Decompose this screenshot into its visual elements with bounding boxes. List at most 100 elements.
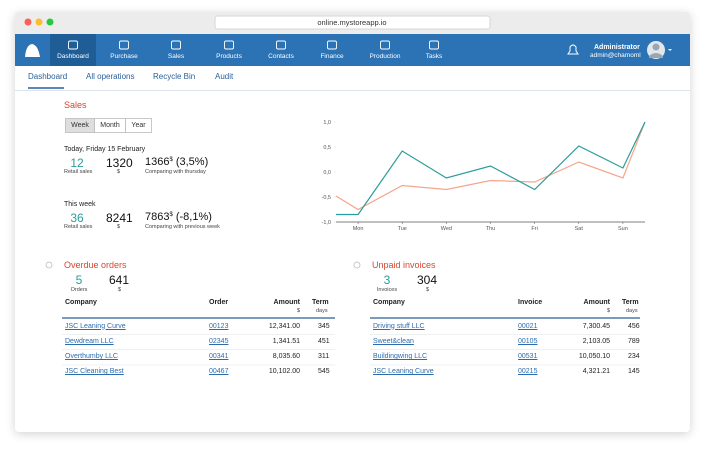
period-label[interactable]: Year bbox=[131, 122, 146, 129]
column-header: Amount bbox=[583, 299, 610, 306]
table-link[interactable]: Overthumby LLC bbox=[65, 353, 118, 361]
table-cell: 7,300.45 bbox=[582, 322, 610, 330]
sub-nav-item[interactable]: Audit bbox=[215, 72, 234, 81]
minimize-button[interactable] bbox=[35, 18, 43, 26]
sub-nav-item[interactable]: Dashboard bbox=[28, 72, 68, 81]
stat-label: Retail sales bbox=[64, 169, 93, 175]
close-button[interactable] bbox=[24, 18, 32, 26]
table-link[interactable]: Dewdream LLC bbox=[65, 337, 114, 345]
nav-bar bbox=[15, 34, 690, 66]
nav-item[interactable]: Sales bbox=[167, 53, 185, 60]
column-header: Amount bbox=[273, 299, 300, 306]
stat-value: 36 bbox=[70, 211, 84, 225]
period-label[interactable]: Month bbox=[100, 122, 120, 129]
line-chart: 1,0 0,5 0,0 -0,5 -1,0 Mon Tue Wed Thu Fri Sat Sun bbox=[322, 120, 646, 232]
nav-item[interactable]: Products bbox=[216, 53, 242, 60]
block-heading: This week bbox=[64, 201, 96, 208]
x-tick-label: Mon bbox=[353, 226, 364, 232]
column-header: Company bbox=[373, 299, 405, 306]
stat-label: Invoices bbox=[376, 287, 398, 293]
nav-item[interactable]: Tasks bbox=[425, 53, 443, 60]
stat-value: 304 bbox=[417, 273, 438, 287]
table-cell: 145 bbox=[628, 368, 640, 376]
zoom-button[interactable] bbox=[46, 18, 54, 26]
window-controls bbox=[24, 15, 491, 30]
compare-value: 1366 bbox=[145, 156, 170, 168]
table-cell: 12,341.00 bbox=[268, 322, 300, 330]
nav-item[interactable]: Dashboard bbox=[57, 53, 89, 60]
avatar-head bbox=[652, 43, 660, 51]
x-tick-label: Sun bbox=[618, 226, 628, 232]
stat-value: 12 bbox=[70, 156, 84, 170]
column-header: Order bbox=[209, 299, 229, 306]
x-tick-label: Thu bbox=[486, 226, 495, 232]
nav-item[interactable]: Contacts bbox=[268, 53, 294, 60]
compare-line: 7863$ (-8,1%) bbox=[145, 212, 212, 223]
table-link[interactable]: 00341 bbox=[209, 353, 229, 361]
stat-value: 641 bbox=[109, 273, 130, 287]
bell-icon[interactable] bbox=[567, 44, 579, 55]
period-label[interactable]: Week bbox=[71, 122, 89, 129]
nav-item[interactable]: Purchase bbox=[110, 53, 138, 60]
avatar-body bbox=[649, 53, 663, 58]
column-unit: days bbox=[316, 308, 328, 314]
url-bar[interactable] bbox=[214, 15, 491, 30]
nav-item[interactable]: Production bbox=[369, 53, 401, 60]
table-link[interactable]: Driving stuff LLC bbox=[373, 322, 425, 330]
user-name: Administrator bbox=[594, 44, 640, 51]
column-header: Term bbox=[622, 299, 639, 306]
compare-label: Comparing with thursday bbox=[145, 169, 206, 175]
y-tick-label: 0,0 bbox=[323, 170, 331, 176]
table-link[interactable]: Buildingwing LLC bbox=[373, 353, 428, 361]
stat-label: $ bbox=[117, 224, 121, 230]
compare-label: Comparing with previous week bbox=[145, 224, 220, 230]
y-tick-label: 0,5 bbox=[323, 145, 331, 151]
stat-value: 1320 bbox=[106, 156, 133, 170]
compare-change: (-8,1%) bbox=[175, 211, 212, 223]
table-cell: 345 bbox=[318, 322, 330, 330]
column-unit: $ bbox=[296, 308, 300, 314]
user-caret[interactable] bbox=[668, 49, 672, 51]
sub-nav-item[interactable]: All operations bbox=[86, 72, 135, 81]
table-link[interactable]: 00531 bbox=[518, 353, 538, 361]
stat-value: 3 bbox=[383, 273, 391, 287]
table-cell: 10,050.10 bbox=[578, 353, 610, 361]
table-link[interactable]: 02345 bbox=[209, 337, 229, 345]
table-cell: 456 bbox=[628, 322, 640, 330]
series-line bbox=[336, 121, 646, 216]
compare-line: 1366$ (3,5%) bbox=[145, 157, 208, 168]
table-link[interactable]: JSC Leaning Curve bbox=[373, 368, 434, 376]
table-link[interactable]: 00021 bbox=[518, 322, 538, 330]
table-link[interactable]: 00105 bbox=[518, 337, 538, 345]
logo bbox=[25, 44, 40, 57]
table-link[interactable]: JSC Leaning Curve bbox=[65, 322, 126, 330]
url: online.mystoreapp.io bbox=[317, 18, 387, 27]
table-cell: 789 bbox=[628, 337, 640, 345]
table-cell: 451 bbox=[318, 337, 330, 345]
section-title: Overdue orders bbox=[64, 260, 127, 270]
nav-item[interactable]: Finance bbox=[320, 53, 344, 60]
y-tick-label: 1,0 bbox=[323, 120, 331, 126]
sub-nav-item[interactable]: Recycle Bin bbox=[153, 72, 196, 81]
column-unit: days bbox=[626, 308, 638, 314]
table-cell: 4,321.21 bbox=[582, 368, 610, 376]
table-cell: 1,341.51 bbox=[272, 337, 300, 345]
stat-label: $ bbox=[426, 287, 430, 293]
stat-value: 5 bbox=[75, 273, 83, 287]
compare-value: 7863 bbox=[145, 211, 170, 223]
table-link[interactable]: 00123 bbox=[209, 322, 229, 330]
table-link[interactable]: JSC Cleaning Best bbox=[65, 368, 124, 376]
y-tick-label: -0,5 bbox=[322, 195, 331, 201]
table-cell: 545 bbox=[318, 368, 330, 376]
section-title: Unpaid invoices bbox=[372, 260, 436, 270]
series-line bbox=[335, 121, 646, 211]
stat-label: Orders bbox=[70, 287, 88, 293]
compare-unit: $ bbox=[169, 212, 173, 218]
section-title: Sales bbox=[64, 100, 87, 110]
table-link[interactable]: 00467 bbox=[209, 368, 229, 376]
compare-change: (3,5%) bbox=[175, 156, 209, 168]
table-link[interactable]: 00215 bbox=[518, 368, 538, 376]
block-heading: Today, Friday 15 February bbox=[64, 146, 146, 153]
table-link[interactable]: Sweet&clean bbox=[373, 337, 414, 345]
